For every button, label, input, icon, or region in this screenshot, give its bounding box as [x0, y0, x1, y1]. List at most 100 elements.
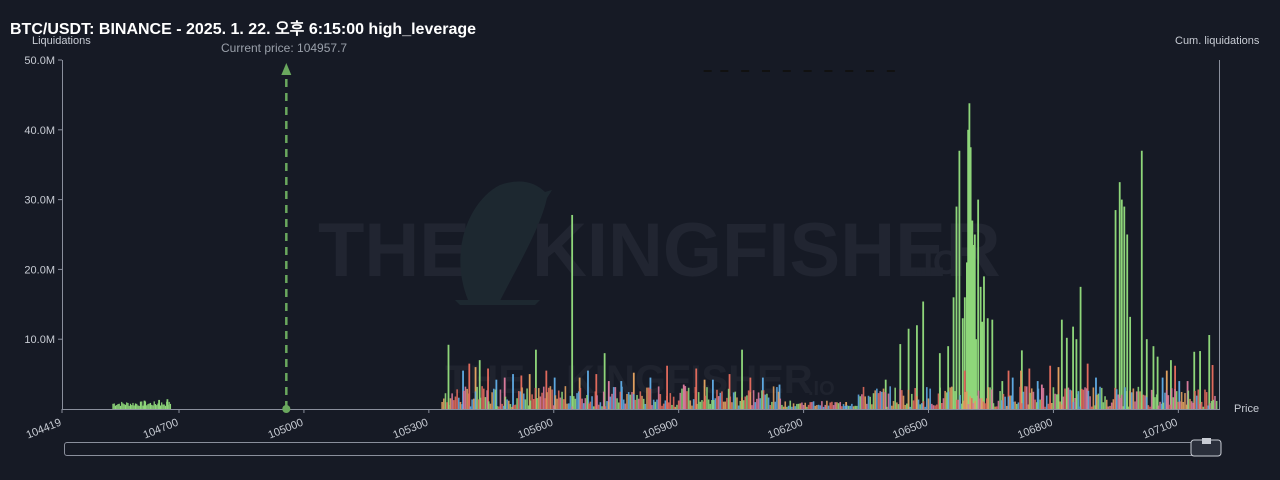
- bar: [551, 389, 553, 409]
- bar: [1169, 404, 1171, 409]
- bar: [1020, 403, 1023, 409]
- bar: [509, 404, 512, 409]
- bar: [1211, 365, 1214, 409]
- bar: [1165, 390, 1168, 409]
- bar: [682, 406, 685, 409]
- bar: [561, 391, 563, 409]
- bar: [656, 399, 658, 409]
- bar: [524, 399, 527, 409]
- bar: [972, 244, 975, 409]
- bar: [929, 388, 931, 409]
- bar: [926, 387, 928, 409]
- bar: [961, 403, 963, 409]
- bar: [1194, 390, 1196, 409]
- bar: [1119, 397, 1121, 409]
- bar: [736, 397, 738, 409]
- x-tick-label: 106500: [891, 417, 930, 442]
- bar: [1178, 381, 1181, 409]
- bar: [1134, 401, 1136, 409]
- bar: [732, 392, 735, 409]
- bar: [158, 399, 160, 409]
- bar: [632, 372, 635, 409]
- bar: [1170, 360, 1172, 409]
- bar: [889, 386, 891, 409]
- range-scrollbar[interactable]: [64, 442, 1220, 456]
- bar: [1165, 370, 1168, 409]
- watermark-small-io: .IO: [808, 378, 835, 400]
- bar: [1197, 389, 1200, 409]
- bar: [489, 403, 492, 409]
- bar: [166, 399, 169, 409]
- bar: [542, 386, 545, 409]
- bar: [164, 405, 167, 409]
- bar: [827, 405, 830, 409]
- kingfisher-logo-icon: [455, 181, 552, 305]
- cumulative-point: [761, 70, 770, 72]
- bar: [899, 344, 902, 409]
- bar: [847, 405, 850, 409]
- bar: [646, 387, 648, 409]
- bar: [1161, 377, 1164, 409]
- bar: [703, 379, 706, 409]
- bar: [492, 388, 495, 409]
- bar: [792, 403, 795, 409]
- bar: [1011, 377, 1014, 409]
- bar: [1049, 365, 1052, 409]
- bar: [649, 388, 652, 409]
- bar: [837, 403, 840, 409]
- bar: [965, 391, 968, 409]
- bar: [1157, 405, 1160, 409]
- bar: [1019, 386, 1021, 409]
- bar: [1020, 370, 1022, 409]
- bar: [592, 406, 595, 409]
- bar: [874, 390, 876, 409]
- bar: [1109, 405, 1111, 409]
- bar: [983, 276, 985, 409]
- bar: [654, 401, 657, 409]
- bar: [466, 388, 468, 409]
- bar: [619, 391, 622, 409]
- bar: [1123, 206, 1126, 409]
- bar: [746, 395, 748, 409]
- bar: [749, 392, 752, 409]
- bar: [1086, 363, 1089, 409]
- bar: [595, 374, 598, 409]
- bar: [916, 396, 918, 409]
- bar: [761, 390, 763, 409]
- bar: [604, 406, 607, 409]
- bar: [904, 404, 906, 409]
- bar: [1172, 397, 1175, 409]
- scrollbar-handle[interactable]: [1190, 437, 1222, 459]
- bar: [1199, 404, 1201, 409]
- bar: [599, 402, 602, 409]
- bar: [1130, 392, 1133, 409]
- x-tick-label: 106800: [1016, 417, 1055, 442]
- x-ticks: 104419 104700 105000 105300 105600 105900 1062…: [25, 409, 1179, 442]
- bar: [682, 384, 685, 409]
- bar: [122, 403, 124, 409]
- bar: [702, 401, 705, 409]
- bar: [687, 387, 690, 409]
- bar: [902, 395, 905, 409]
- bar: [742, 400, 745, 409]
- bar: [741, 349, 743, 409]
- bar: [528, 374, 531, 409]
- bar: [1027, 404, 1030, 409]
- bar: [661, 405, 663, 409]
- bar: [857, 394, 860, 409]
- bar: [1193, 351, 1196, 409]
- bar: [952, 297, 955, 409]
- bar: [896, 402, 898, 409]
- bar: [912, 400, 915, 409]
- bar: [1050, 402, 1053, 409]
- bar: [772, 386, 775, 409]
- bar: [1028, 368, 1031, 409]
- bar: [572, 396, 575, 409]
- bar: [714, 398, 717, 409]
- bar: [887, 393, 890, 409]
- bar: [1077, 391, 1080, 409]
- bar: [634, 399, 637, 409]
- cumulative-point: [703, 70, 712, 72]
- bar: [829, 402, 832, 409]
- bar: [812, 401, 815, 409]
